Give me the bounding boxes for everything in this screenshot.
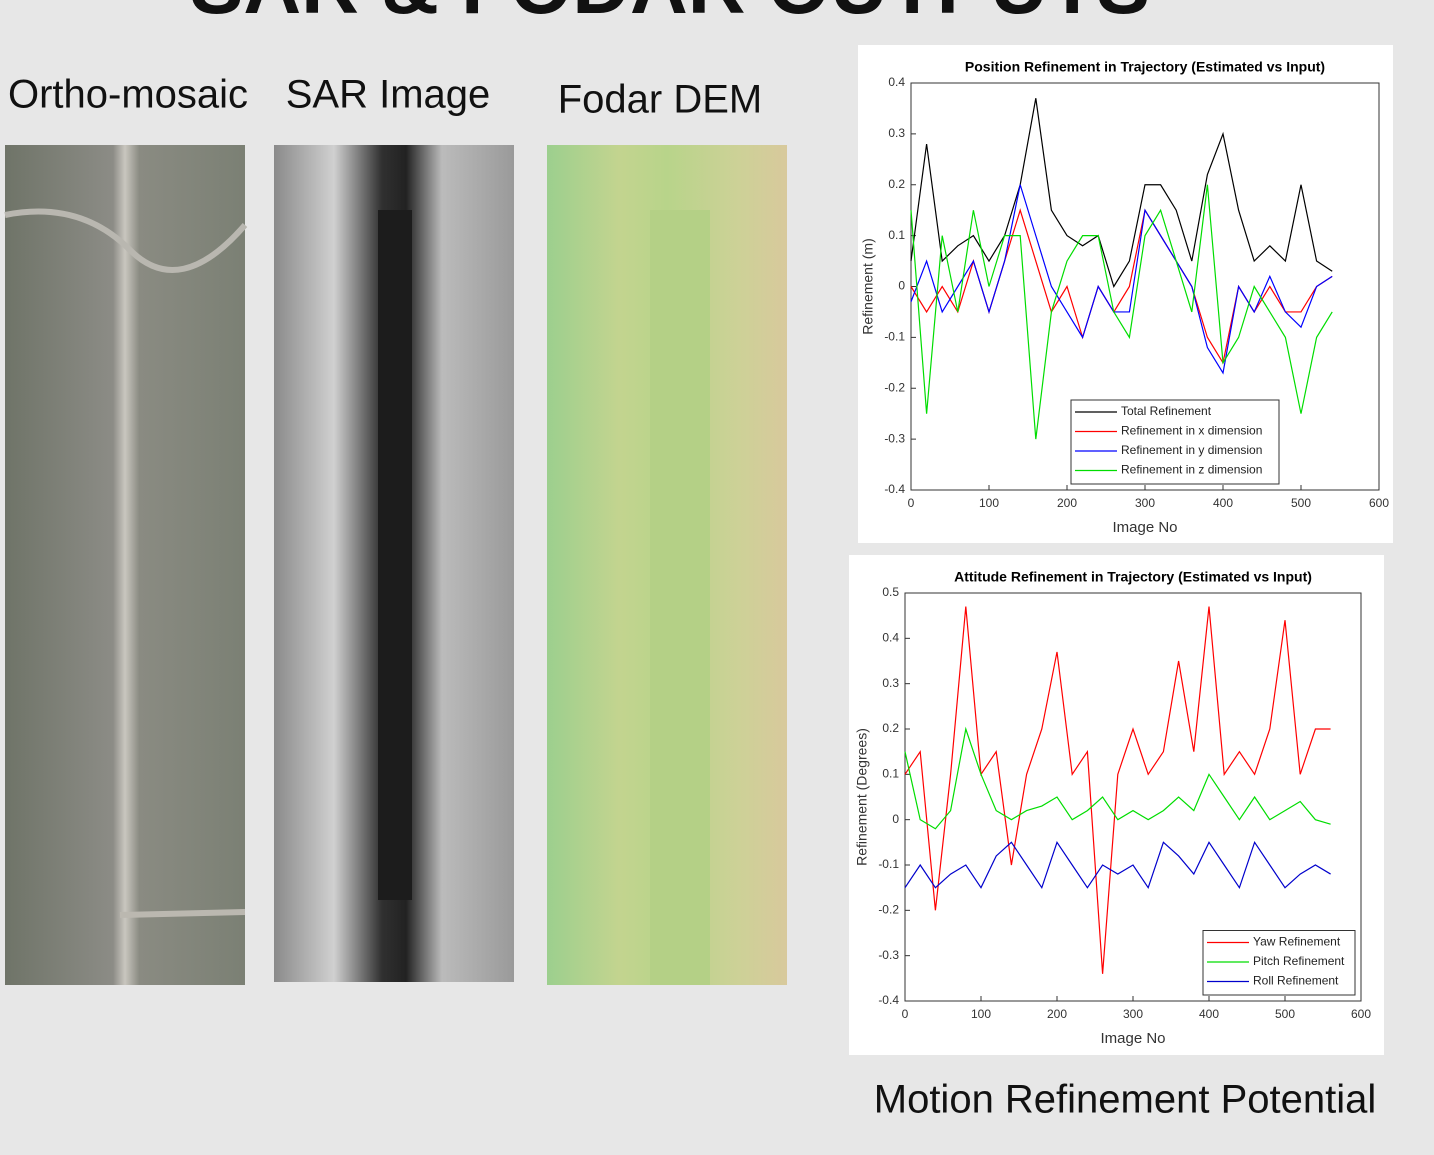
x-tick-label: 300 — [1135, 496, 1155, 510]
y-tick-label: -0.3 — [884, 431, 905, 445]
slide-title: SAR & FODAR OUTPUTS — [190, 0, 1150, 30]
ortho-image — [5, 145, 245, 985]
dem-runway — [650, 210, 710, 985]
chart-title: Attitude Refinement in Trajectory (Estim… — [954, 569, 1312, 585]
footer-caption: Motion Refinement Potential — [874, 1078, 1377, 1122]
legend-label: Pitch Refinement — [1253, 954, 1345, 968]
y-tick-label: -0.3 — [878, 948, 899, 962]
x-tick-label: 200 — [1057, 496, 1077, 510]
x-tick-label: 0 — [902, 1007, 909, 1021]
slide: SAR & FODAR OUTPUTS Ortho-mosaic SAR Ima… — [0, 0, 1434, 1155]
chart-title: Position Refinement in Trajectory (Estim… — [965, 59, 1325, 75]
image-caption: Ortho-mosaic — [8, 73, 248, 117]
y-tick-label: 0.1 — [888, 228, 905, 242]
image-caption: Fodar DEM — [558, 78, 763, 122]
ortho-road — [120, 912, 245, 915]
y-axis-label: Refinement (m) — [860, 238, 876, 334]
y-tick-label: -0.4 — [878, 993, 899, 1007]
y-tick-label: -0.2 — [878, 903, 899, 917]
x-axis-label: Image No — [1100, 1030, 1165, 1047]
y-tick-label: 0.5 — [882, 585, 899, 599]
legend-label: Total Refinement — [1121, 404, 1212, 418]
legend-label: Refinement in y dimension — [1121, 443, 1262, 457]
y-tick-label: 0.2 — [888, 177, 905, 191]
x-tick-label: 600 — [1351, 1007, 1371, 1021]
y-tick-label: 0.2 — [882, 721, 899, 735]
y-tick-label: 0.3 — [882, 676, 899, 690]
x-tick-label: 300 — [1123, 1007, 1143, 1021]
y-tick-label: -0.4 — [884, 482, 905, 496]
legend-label: Refinement in x dimension — [1121, 424, 1262, 438]
y-tick-label: -0.1 — [884, 330, 905, 344]
x-tick-label: 600 — [1369, 496, 1389, 510]
y-tick-label: 0.4 — [888, 75, 905, 89]
y-tick-label: -0.1 — [878, 857, 899, 871]
sar-runway — [378, 210, 412, 900]
x-axis-label: Image No — [1112, 519, 1177, 536]
image-caption: SAR Image — [286, 73, 491, 117]
x-tick-label: 100 — [979, 496, 999, 510]
x-tick-label: 100 — [971, 1007, 991, 1021]
page: SAR & FODAR OUTPUTS Ortho-mosaic SAR Ima… — [0, 0, 1434, 1155]
legend-label: Refinement in z dimension — [1121, 463, 1262, 477]
y-tick-label: -0.2 — [884, 380, 905, 394]
y-tick-label: 0 — [892, 812, 899, 826]
x-tick-label: 200 — [1047, 1007, 1067, 1021]
x-tick-label: 500 — [1291, 496, 1311, 510]
y-tick-label: 0.4 — [882, 631, 899, 645]
legend-label: Yaw Refinement — [1253, 935, 1341, 949]
x-tick-label: 400 — [1213, 496, 1233, 510]
x-tick-label: 400 — [1199, 1007, 1219, 1021]
y-axis-label: Refinement (Degrees) — [854, 728, 870, 866]
y-tick-label: 0 — [898, 279, 905, 293]
y-tick-label: 0.1 — [882, 767, 899, 781]
legend-label: Roll Refinement — [1253, 974, 1339, 988]
x-tick-label: 0 — [908, 496, 915, 510]
x-tick-label: 500 — [1275, 1007, 1295, 1021]
y-tick-label: 0.3 — [888, 126, 905, 140]
